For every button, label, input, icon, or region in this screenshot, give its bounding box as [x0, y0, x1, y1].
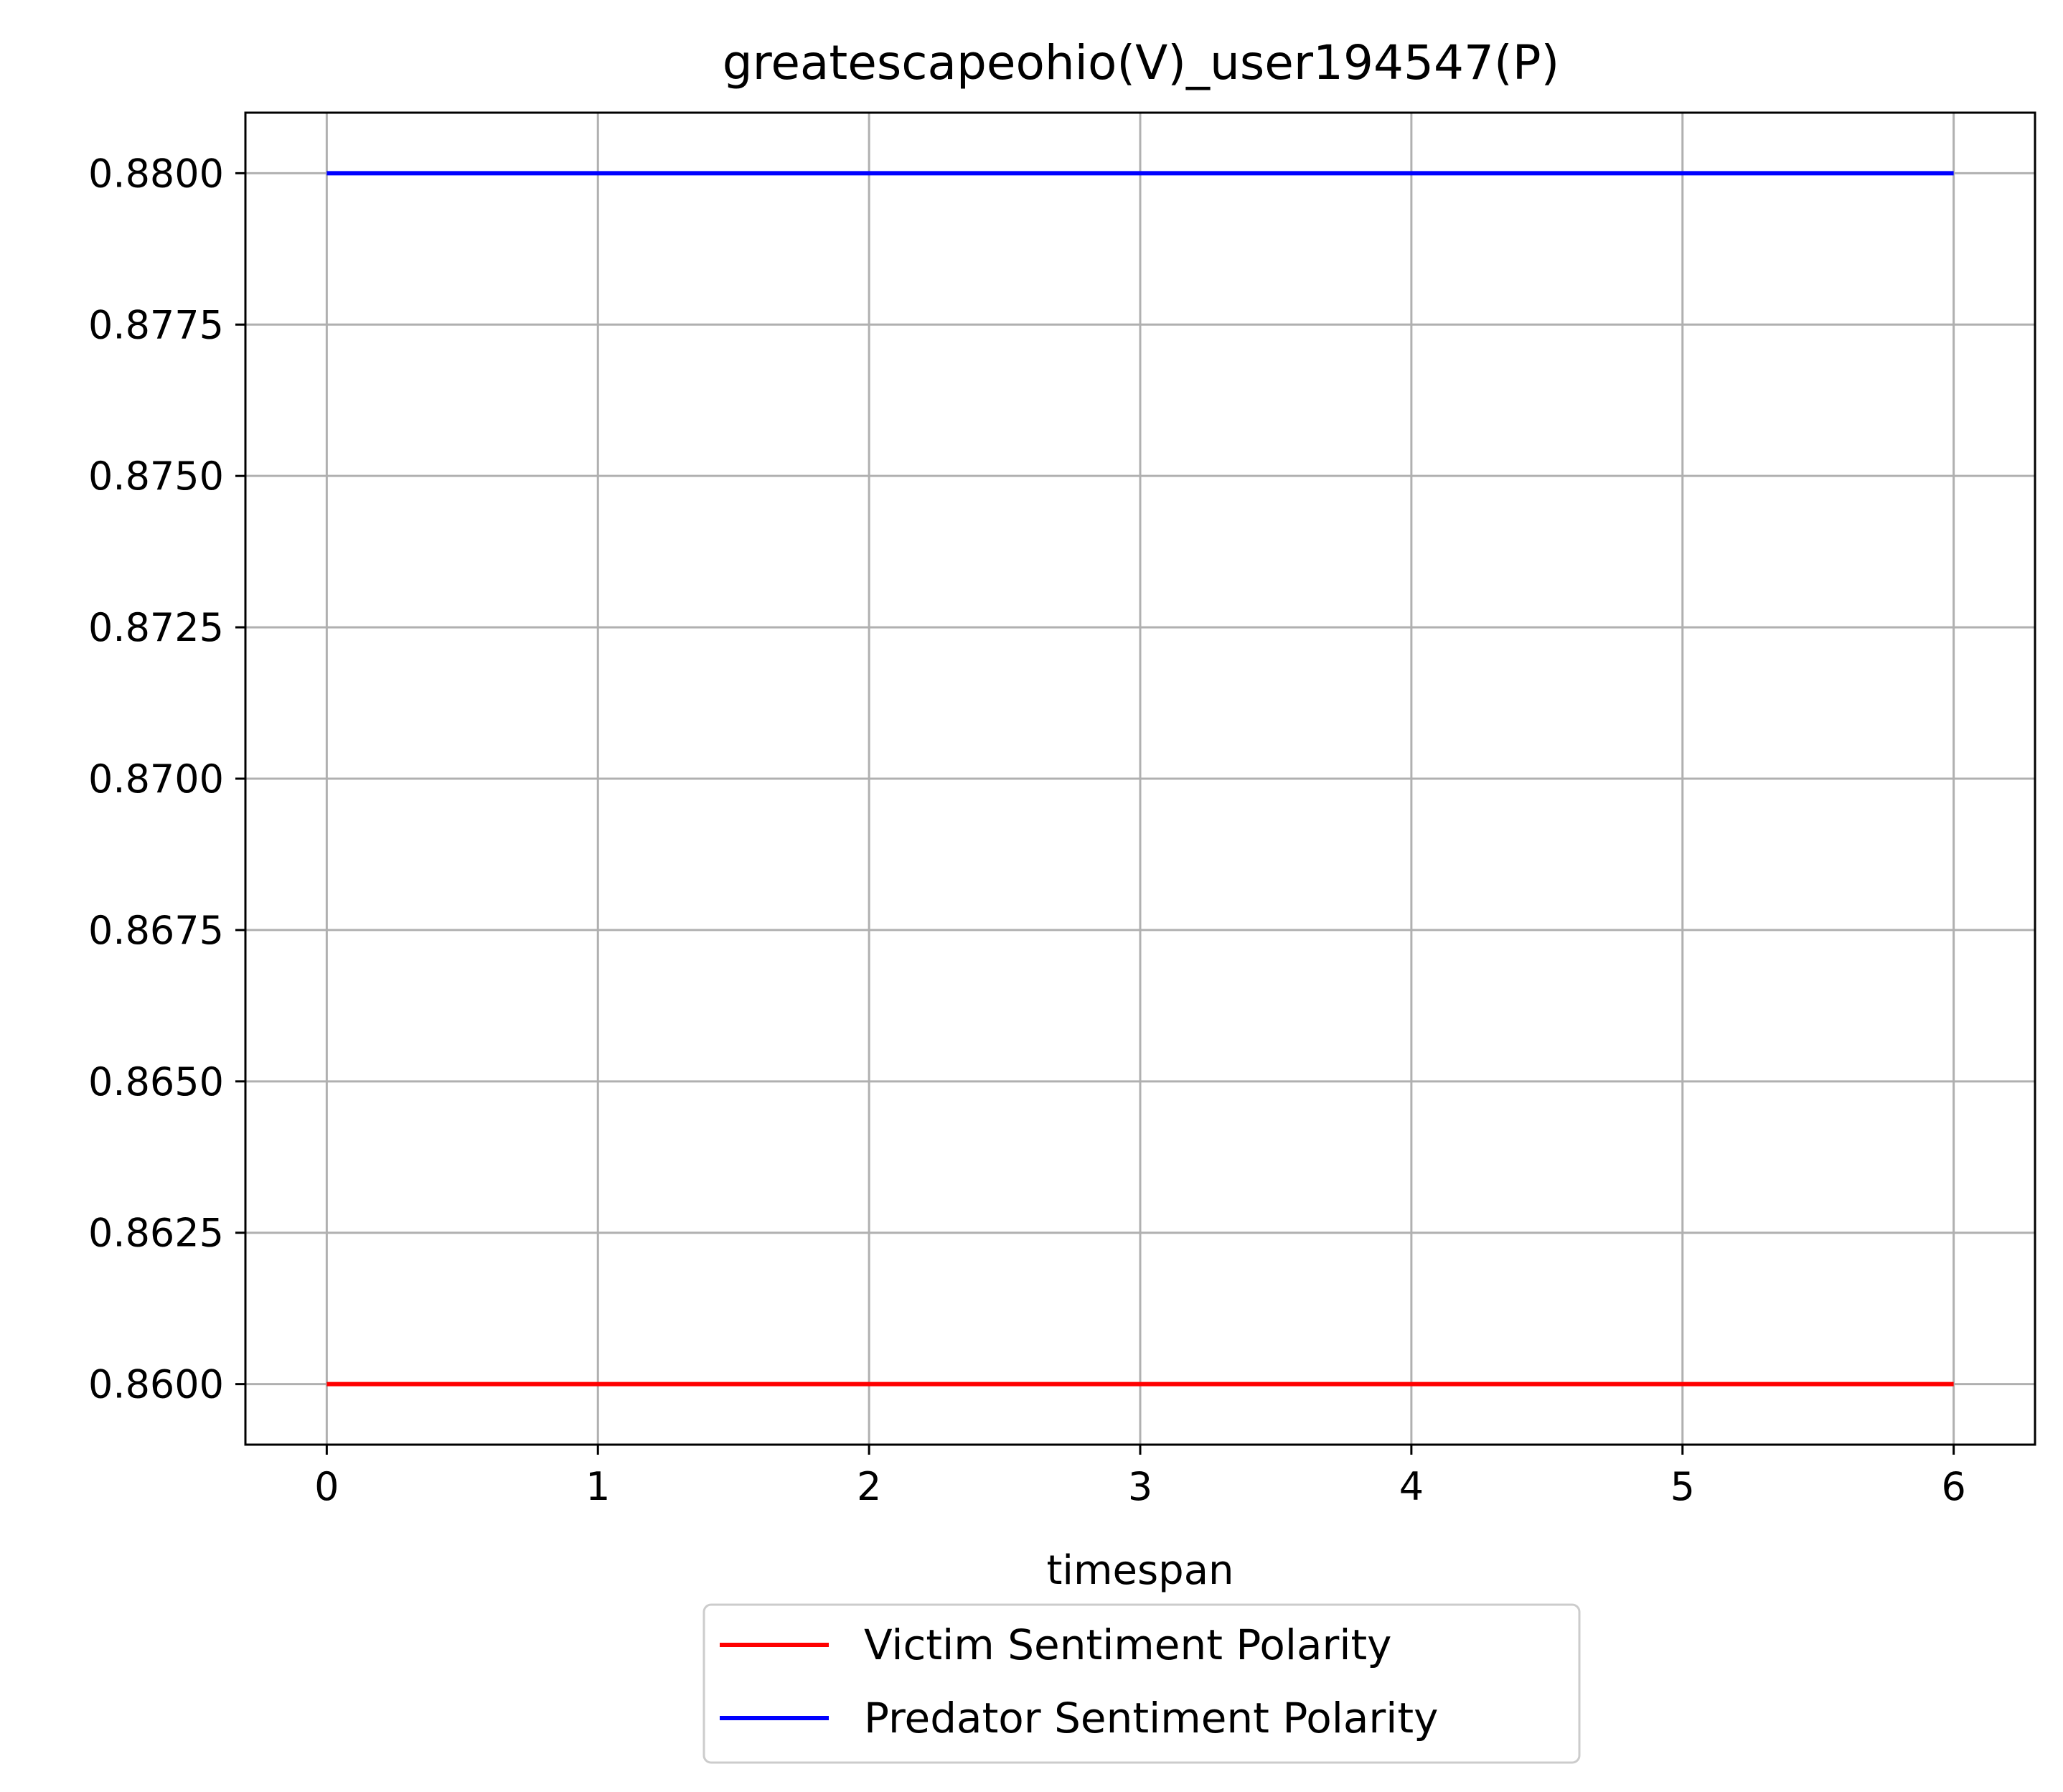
y-tick-label: 0.8700 [88, 756, 224, 802]
x-axis-label: timespan [1046, 1547, 1233, 1594]
axis-ticks: 0 1 2 3 4 5 6 0.8600 0.8625 0.8650 0.8675 0.8700 0.8… [88, 151, 1966, 1509]
series-lines [326, 171, 1954, 1387]
grid-lines [245, 113, 2035, 1445]
x-tick-label: 2 [857, 1464, 881, 1509]
chart-title: greatescapeohio(V)_user194547(P) [723, 35, 1560, 90]
y-tick-label: 0.8600 [88, 1362, 224, 1407]
x-tick-label: 6 [1941, 1464, 1965, 1509]
legend: Victim Sentiment Polarity Predator Senti… [702, 1603, 1581, 1764]
x-tick-label: 1 [586, 1464, 610, 1509]
legend-frame [702, 1603, 1581, 1764]
y-tick-label: 0.8750 [88, 454, 224, 499]
legend-label-predator: Predator Sentiment Polarity [864, 1694, 1438, 1742]
y-tick-label: 0.8800 [88, 151, 224, 196]
x-tick-label: 5 [1670, 1464, 1695, 1509]
legend-label-victim: Victim Sentiment Polarity [864, 1620, 1392, 1669]
y-tick-label: 0.8725 [88, 605, 224, 650]
x-tick-label: 4 [1399, 1464, 1424, 1509]
x-tick-label: 3 [1128, 1464, 1152, 1509]
y-tick-label: 0.8675 [88, 908, 224, 953]
y-tick-label: 0.8775 [88, 302, 224, 347]
y-tick-label: 0.8650 [88, 1059, 224, 1104]
x-tick-label: 0 [314, 1464, 339, 1509]
y-tick-label: 0.8625 [88, 1211, 224, 1256]
